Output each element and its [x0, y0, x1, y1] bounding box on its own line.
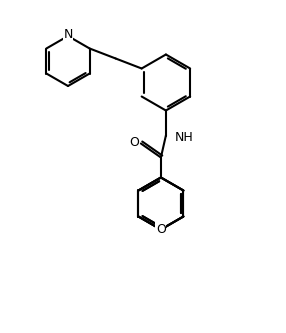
Text: O: O	[156, 223, 166, 236]
Text: N: N	[63, 29, 73, 42]
Text: O: O	[129, 136, 139, 149]
Text: NH: NH	[174, 131, 193, 144]
